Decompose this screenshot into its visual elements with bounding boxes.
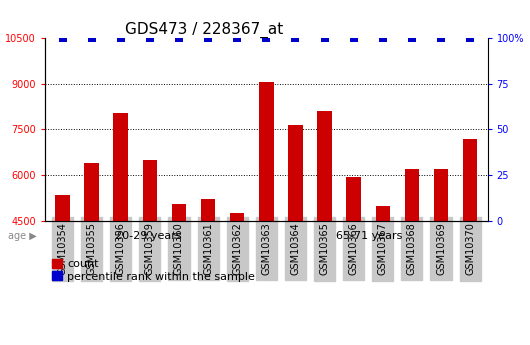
Bar [463,139,478,345]
Bar [376,206,390,345]
Point [378,35,387,41]
Point [349,35,358,41]
Bar [201,199,215,345]
Bar [113,112,128,345]
Point [408,35,416,41]
Bar [317,111,332,345]
Bar [172,204,186,345]
Point [320,35,329,41]
Point [117,35,125,41]
Bar [143,160,157,345]
Bar [347,177,361,345]
Point [204,35,213,41]
Text: 65-71 years: 65-71 years [337,231,403,241]
Point [175,35,183,41]
Text: age ▶: age ▶ [8,231,37,241]
Point [466,35,474,41]
Point [437,35,445,41]
Bar [259,82,273,345]
Text: 20-29 years: 20-29 years [115,231,182,241]
Point [262,35,270,41]
Bar [404,169,419,345]
Bar [288,125,303,345]
Point [58,35,67,41]
Point [233,35,242,41]
Text: GDS473 / 228367_at: GDS473 / 228367_at [125,22,283,38]
Bar [84,163,99,345]
Point [87,35,96,41]
Bar [230,213,244,345]
Legend: count, percentile rank within the sample: count, percentile rank within the sample [50,257,257,283]
Bar [55,195,70,345]
Point [146,35,154,41]
Bar [434,169,448,345]
Point [291,35,299,41]
